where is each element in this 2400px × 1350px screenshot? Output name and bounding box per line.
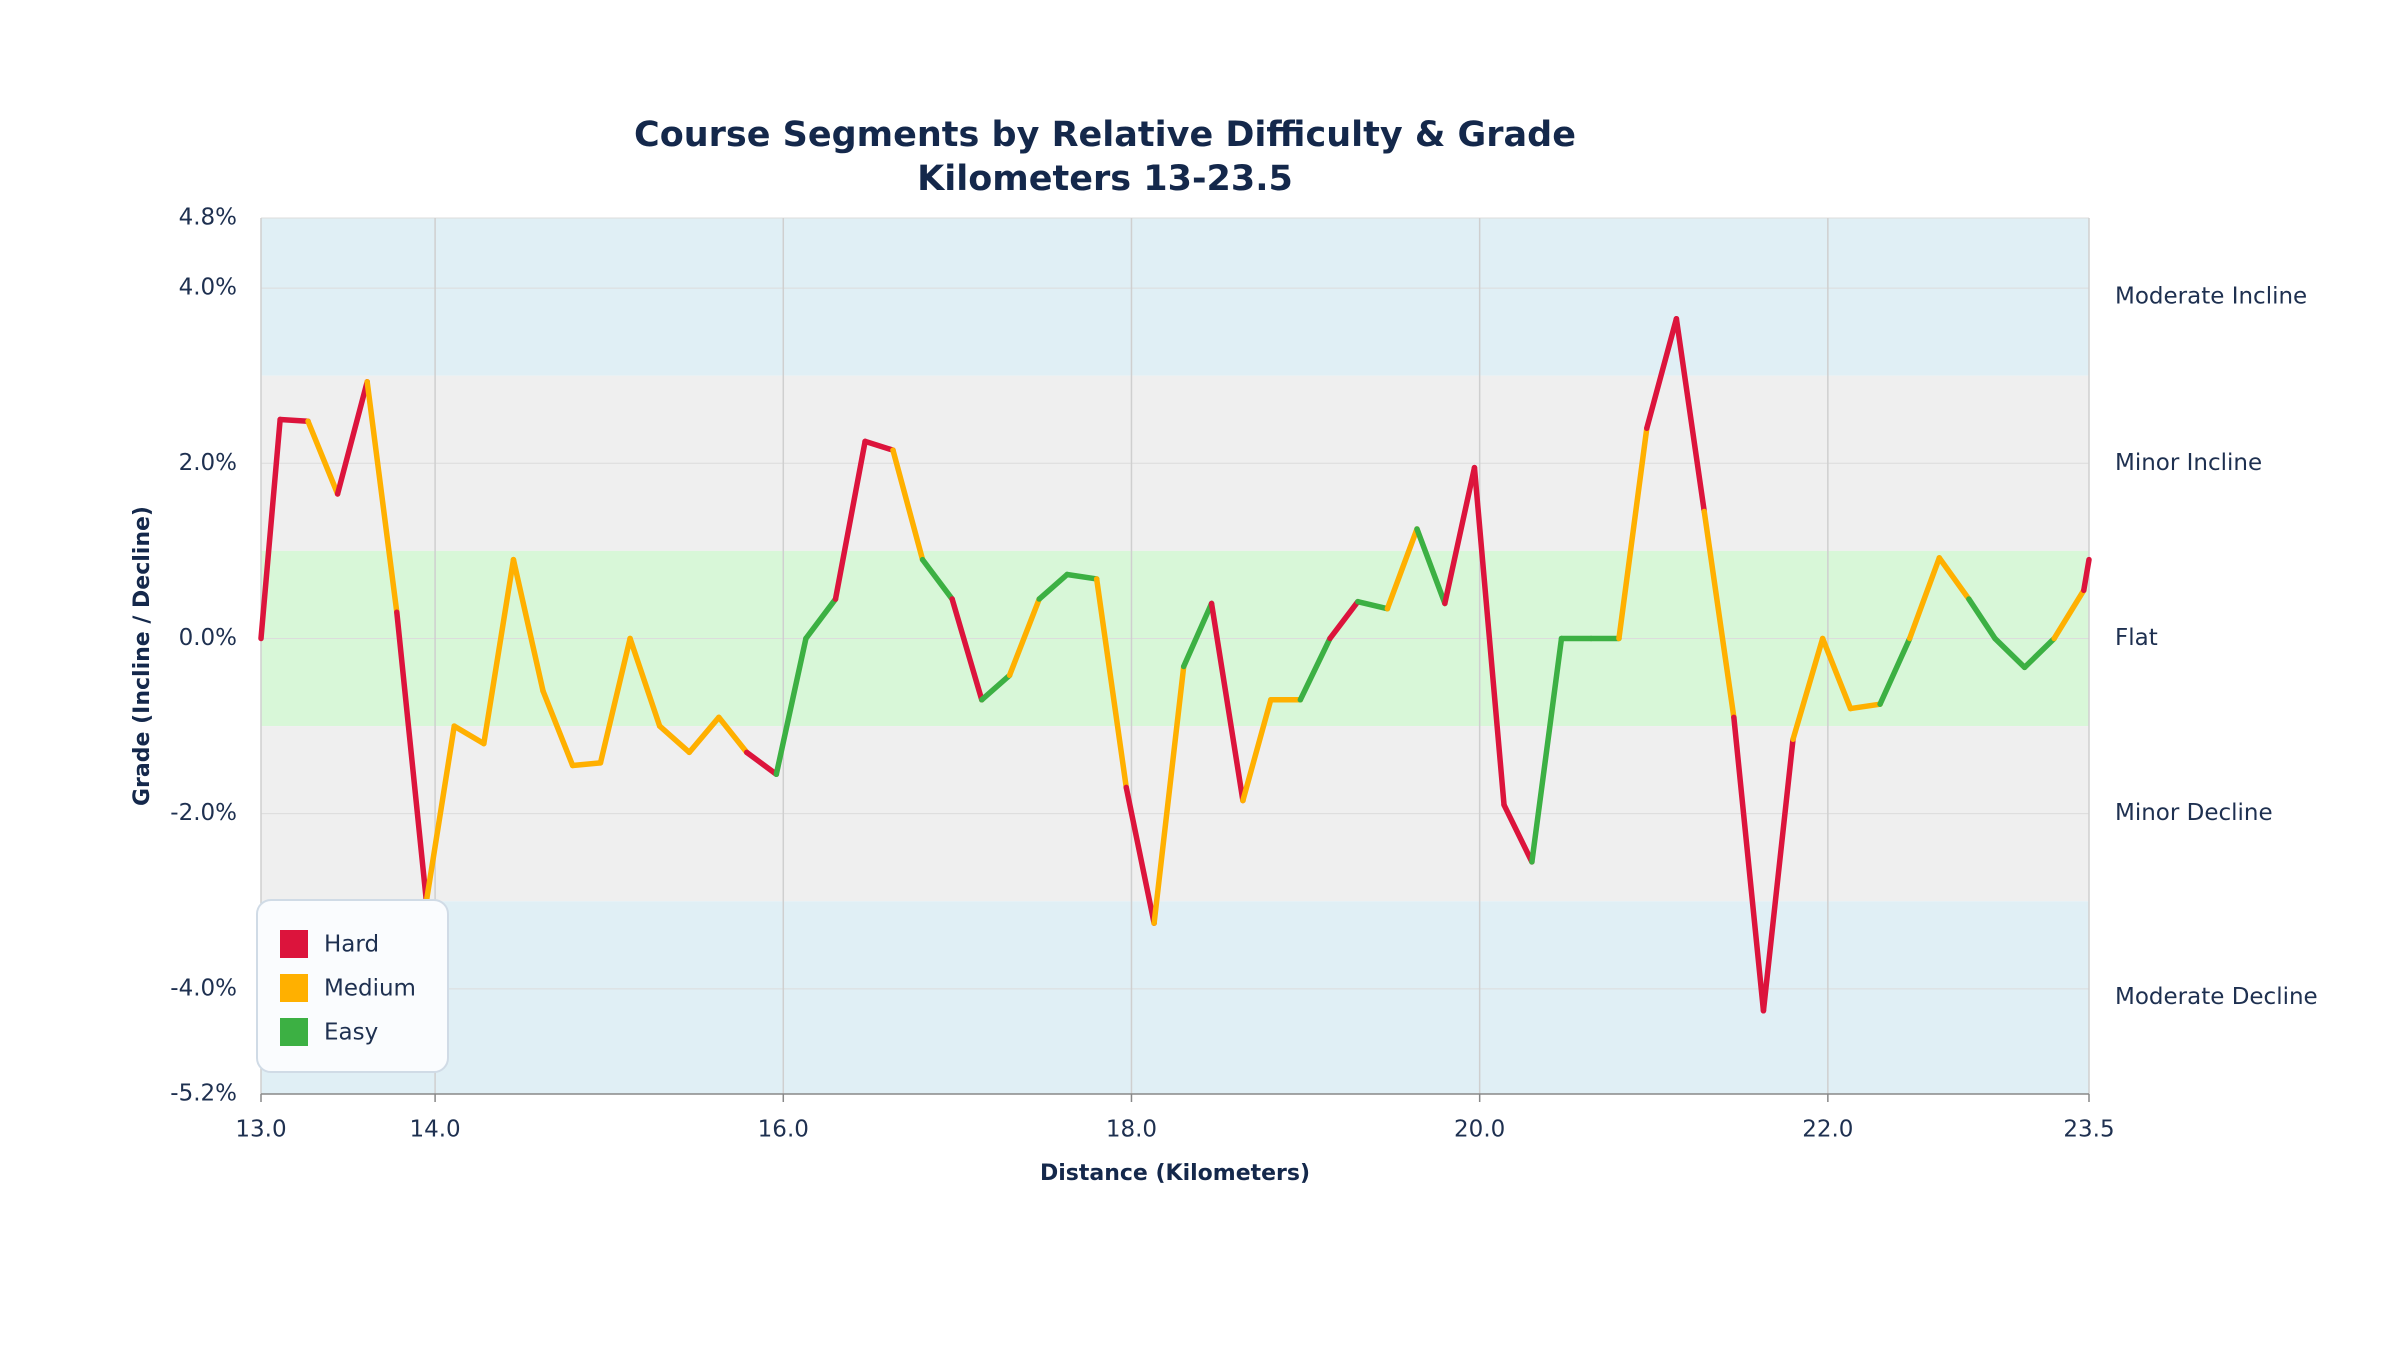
x-tick-label: 23.5	[2063, 1117, 2114, 1143]
grade-segment	[832, 438, 868, 602]
grade-segment	[1297, 635, 1333, 703]
y-tick-label: 0.0%	[179, 625, 237, 651]
grade-segment	[451, 723, 487, 747]
grade-segment	[979, 672, 1013, 703]
grade-segment	[1327, 598, 1361, 642]
grade-segment	[773, 635, 809, 778]
grade-segment	[510, 556, 546, 694]
grade-segment	[1877, 635, 1913, 707]
legend: Hard Medium Easy	[256, 899, 449, 1073]
grade-segment	[656, 723, 693, 756]
band-label: Moderate Decline	[2115, 984, 2318, 1010]
grade-segment	[743, 749, 780, 778]
grade-segment	[1180, 600, 1215, 670]
y-tick-label: -2.0%	[170, 800, 237, 826]
band-label: Minor Incline	[2115, 450, 2262, 476]
x-tick-label: 13.0	[235, 1117, 286, 1143]
grade-segment	[1529, 635, 1565, 865]
grade-segment	[481, 556, 517, 747]
x-tick-label: 18.0	[1106, 1117, 1157, 1143]
grade-segment	[1414, 526, 1448, 607]
difficulty-band	[261, 218, 2089, 376]
grade-segment	[1966, 596, 1998, 642]
grade-segment	[862, 438, 896, 453]
grade-segment	[1936, 555, 1972, 602]
grade-segment	[1093, 576, 1130, 791]
grade-segment	[258, 416, 283, 642]
grade-segment	[627, 635, 663, 729]
grade-segment	[305, 418, 341, 497]
grade-segment	[1906, 555, 1943, 642]
x-axis-title: Distance (Kilometers)	[1040, 1161, 1310, 1186]
grade-segment	[1036, 571, 1070, 602]
grade-segment	[364, 379, 400, 615]
grade-segment	[1240, 697, 1274, 804]
grade-segment	[919, 556, 955, 602]
y-tick-label: 4.8%	[179, 205, 237, 231]
y-tick-label: 4.0%	[179, 275, 237, 301]
grade-segment	[2051, 587, 2087, 642]
legend-label: Easy	[324, 1020, 378, 1046]
grade-segment	[1501, 802, 1535, 865]
grade-segment	[1644, 315, 1680, 431]
grade-segment	[2081, 556, 2092, 594]
grade-segment	[1208, 600, 1246, 804]
grade-segment	[423, 723, 457, 905]
grade-segment	[1992, 635, 2028, 671]
grade-segment	[1673, 315, 1707, 515]
grade-segment	[1064, 571, 1100, 582]
grade-segment	[1760, 736, 1796, 1014]
grade-segment	[1819, 635, 1854, 712]
grade-segment	[1006, 596, 1042, 679]
grade-segment	[2021, 635, 2057, 671]
x-tick-label: 22.0	[1802, 1117, 1853, 1143]
grade-segment	[1616, 425, 1650, 642]
grade-segment	[1701, 508, 1737, 721]
band-label: Moderate Incline	[2115, 283, 2307, 309]
grade-segment	[1471, 464, 1507, 808]
y-tick-label: 2.0%	[179, 450, 237, 476]
chart-title: Course Segments by Relative Difficulty &…	[634, 115, 1576, 155]
grade-segment	[569, 760, 604, 769]
x-tick-label: 20.0	[1454, 1117, 1505, 1143]
legend-label: Medium	[324, 976, 416, 1002]
difficulty-band	[261, 901, 2089, 1094]
grade-segment	[334, 379, 370, 497]
grade-segment	[1442, 464, 1478, 607]
legend-swatch	[280, 974, 308, 1002]
grade-segment	[1123, 784, 1157, 926]
y-axis-title: Grade (Incline / Decline)	[130, 506, 155, 806]
grade-segment	[890, 447, 926, 563]
legend-swatch	[280, 930, 308, 958]
grade-segment	[1731, 714, 1767, 1014]
grade-segment	[949, 596, 985, 703]
y-tick-label: -5.2%	[170, 1081, 237, 1107]
grade-segment	[803, 596, 839, 642]
chart-subtitle: Kilometers 13-23.5	[917, 159, 1293, 199]
legend-label: Hard	[324, 932, 379, 958]
legend-swatch	[280, 1018, 308, 1046]
grade-segment	[1790, 635, 1826, 742]
grade-segment	[1151, 663, 1187, 926]
band-label: Minor Decline	[2115, 800, 2273, 826]
x-tick-label: 14.0	[409, 1117, 460, 1143]
grade-segment	[1355, 598, 1391, 612]
grade-segment	[540, 688, 576, 769]
grade-segment	[716, 714, 750, 756]
band-label: Flat	[2115, 625, 2158, 651]
grade-segment	[686, 714, 722, 756]
grade-segment	[1847, 701, 1883, 712]
grade-segment	[394, 609, 430, 905]
y-tick-label: -4.0%	[170, 975, 237, 1001]
grade-segment	[277, 416, 311, 424]
grade-segment	[597, 635, 633, 766]
grade-segment	[1384, 526, 1420, 612]
x-tick-label: 16.0	[758, 1117, 809, 1143]
